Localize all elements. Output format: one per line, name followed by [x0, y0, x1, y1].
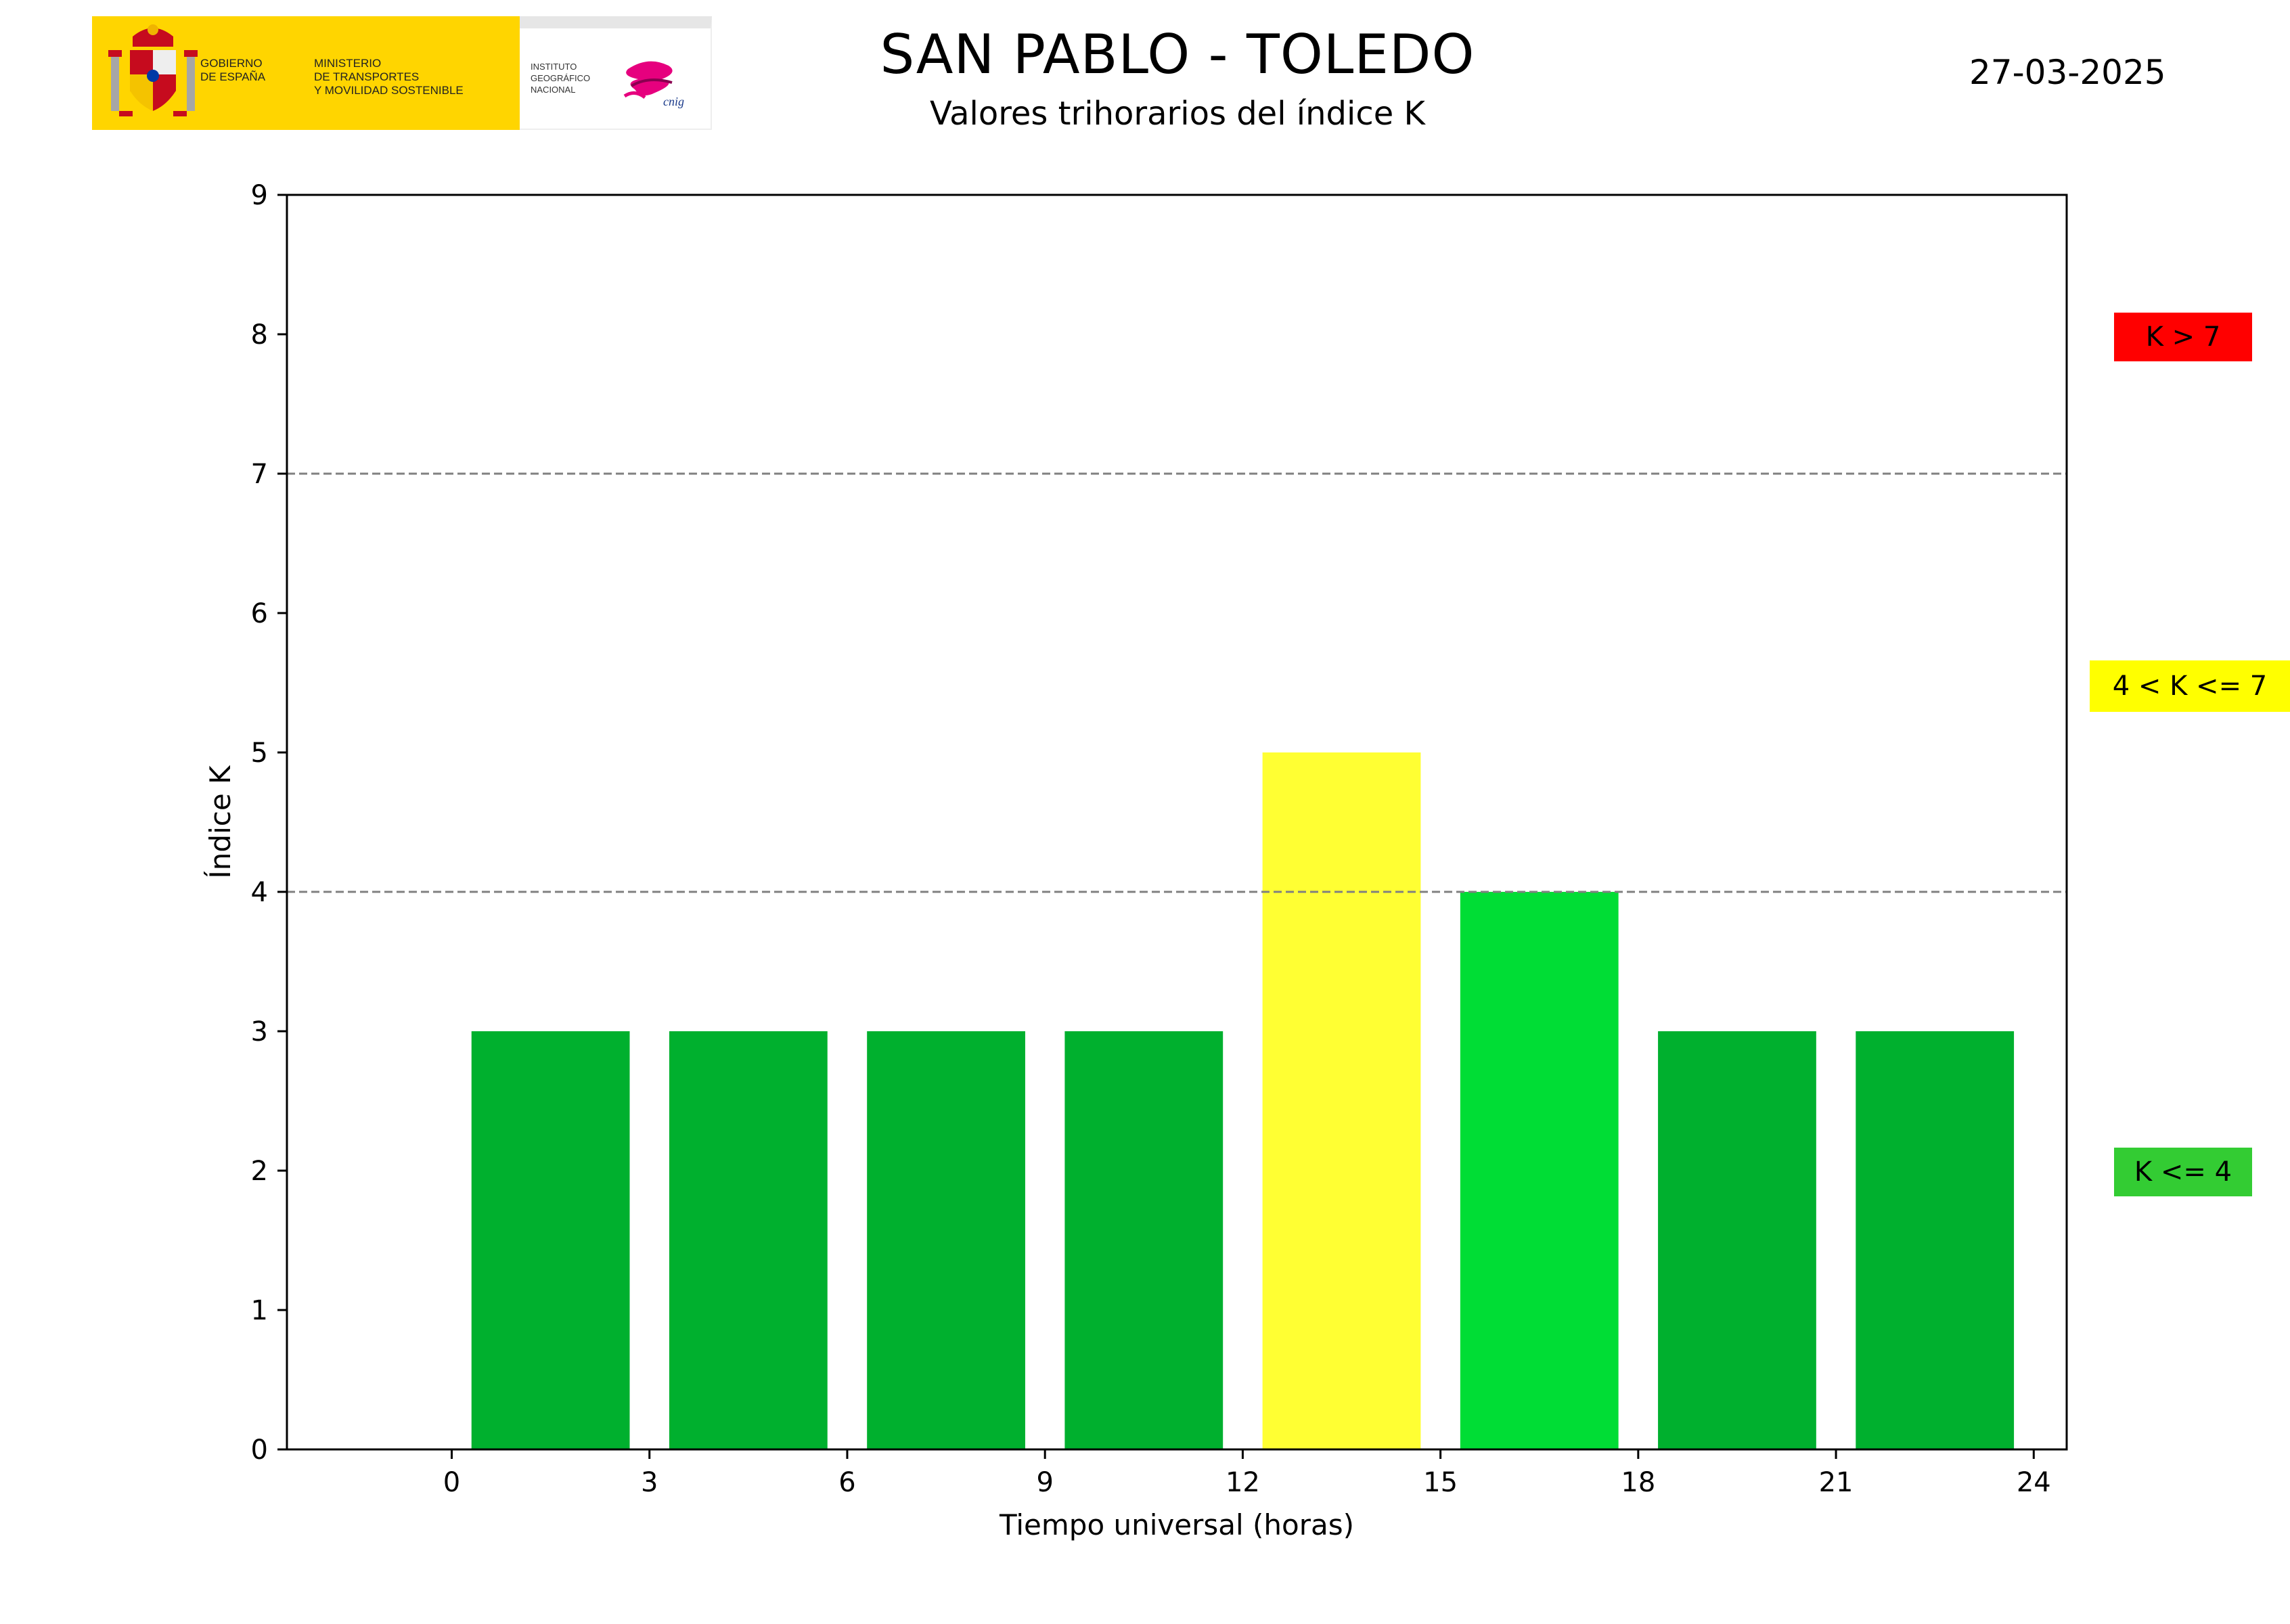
y-tick-label: 0 — [251, 1435, 268, 1466]
chart-subtitle: Valores trihorarios del índice K — [929, 95, 1426, 133]
x-tick-label: 21 — [1819, 1467, 1854, 1498]
chart-title: SAN PABLO - TOLEDO — [880, 23, 1475, 86]
coat-of-arms-icon — [108, 24, 198, 116]
legend-high-label: K > 7 — [2145, 321, 2221, 353]
y-axis-label: Índice K — [203, 765, 237, 879]
bar-2 — [867, 1031, 1025, 1449]
legend-low-label: K <= 4 — [2134, 1156, 2232, 1188]
bars-layer — [471, 752, 2015, 1449]
logo-cnig-text: cnig — [663, 95, 684, 108]
bar-1 — [669, 1031, 828, 1449]
logo-gobierno-text: GOBIERNO DE ESPAÑA — [200, 57, 266, 83]
bar-6 — [1658, 1031, 1816, 1449]
y-tick-label: 4 — [251, 877, 268, 908]
bar-7 — [1856, 1031, 2015, 1449]
legend-mid-label: 4 < K <= 7 — [2112, 671, 2268, 702]
x-tick-label: 6 — [838, 1467, 855, 1498]
y-tick-label: 8 — [251, 319, 268, 351]
ign-logo: INSTITUTO GEOGRÁFICO NACIONAL cnig — [520, 16, 712, 130]
date-label: 27-03-2025 — [1969, 53, 2166, 92]
y-tick-label: 5 — [251, 738, 268, 769]
y-tick-label: 2 — [251, 1156, 268, 1187]
bar-4 — [1262, 752, 1421, 1449]
y-tick-label: 9 — [251, 180, 268, 211]
bar-5 — [1460, 892, 1619, 1449]
plot-frame — [286, 194, 2068, 1451]
bar-3 — [1064, 1031, 1223, 1449]
threshold-lines — [287, 472, 2067, 893]
x-tick-label: 3 — [641, 1467, 658, 1498]
ign-brush-icon — [623, 61, 673, 99]
y-tick-label: 7 — [251, 459, 268, 490]
logo-instituto-text: INSTITUTO GEOGRÁFICO NACIONAL — [531, 62, 591, 95]
x-tick-label: 15 — [1423, 1467, 1458, 1498]
logo-ministerio-text: MINISTERIO DE TRANSPORTES Y MOVILIDAD SO… — [314, 57, 464, 97]
x-tick-label: 12 — [1226, 1467, 1260, 1498]
x-tick-label: 9 — [1036, 1467, 1053, 1498]
government-logo: GOBIERNO DE ESPAÑA MINISTERIO DE TRANSPO… — [92, 16, 520, 130]
y-tick-label: 3 — [251, 1016, 268, 1047]
y-tick-label: 6 — [251, 598, 268, 629]
bar-0 — [471, 1031, 630, 1449]
x-tick-label: 0 — [443, 1467, 460, 1498]
y-tick-label: 1 — [251, 1295, 268, 1326]
header-logos: GOBIERNO DE ESPAÑA MINISTERIO DE TRANSPO… — [92, 16, 712, 130]
legend-high: K > 7 — [2114, 313, 2252, 361]
legend-mid: 4 < K <= 7 — [2090, 660, 2290, 712]
x-tick-label: 18 — [1621, 1467, 1655, 1498]
x-tick-label: 24 — [2017, 1467, 2051, 1498]
y-axis-ticks: 0 1 2 3 4 5 6 7 8 9 — [251, 180, 287, 1466]
x-axis-label: Tiempo universal (horas) — [999, 1508, 1354, 1541]
x-axis-ticks: 0 3 6 9 12 15 18 21 24 — [443, 1449, 2051, 1498]
legend-low: K <= 4 — [2114, 1148, 2252, 1196]
